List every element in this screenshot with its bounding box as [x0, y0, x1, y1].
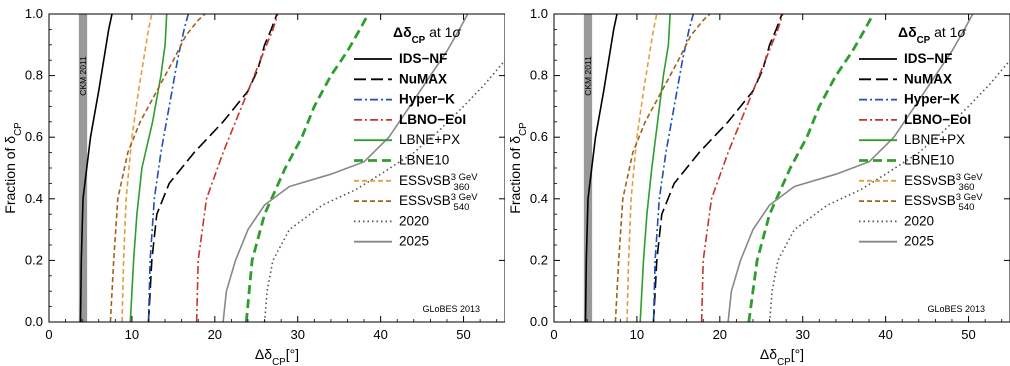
legend-label-2: Hyper−K	[904, 92, 960, 107]
y-tick-label-5: 1.0	[25, 6, 43, 21]
series-line-2	[147, 14, 190, 322]
legend-label-4: LBNE+PX	[399, 132, 460, 147]
legend-label-5: LBNE10	[904, 153, 954, 168]
chart-left-svg: CKM 2011 0 10 20 30 40 50 0.0 0.2 0.4 0.6 0.8 1.0 ΔδC…	[2, 6, 505, 366]
legend-label-9: 2025	[399, 234, 429, 249]
legend-label-3: LBNO−EoI	[904, 112, 971, 127]
y-tick-label-1: 0.2	[25, 252, 43, 267]
series-line-8	[768, 59, 1010, 322]
x-tick-label-5: 50	[961, 327, 975, 342]
legend-title: ΔδCP at 1σ	[898, 24, 966, 46]
y-tick-label-4: 0.8	[25, 68, 43, 83]
y-tick-label-0: 0.0	[25, 314, 43, 329]
x-tick-label-0: 0	[45, 327, 52, 342]
y-axis-label: Fraction of δCP	[507, 122, 529, 214]
series-line-7	[109, 14, 206, 322]
legend-label-0: IDS−NF	[904, 51, 952, 66]
legend-label-8: 2020	[904, 213, 934, 228]
legend-label-2: Hyper−K	[399, 92, 455, 107]
globes-watermark: GLoBES 2013	[927, 304, 985, 314]
y-tick-label-4: 0.8	[530, 68, 548, 83]
series-line-2	[652, 14, 695, 322]
ckm-band	[78, 14, 88, 322]
x-tick-label-1: 10	[125, 327, 139, 342]
x-axis-label: ΔδCP[°]	[255, 346, 299, 366]
x-tick-label-4: 40	[878, 327, 892, 342]
series-line-5	[244, 14, 370, 322]
legend-label-7: ESSνSB3 GeV 540	[904, 192, 983, 214]
series-line-3	[195, 14, 279, 322]
series-line-1	[652, 14, 783, 322]
x-tick-label-5: 50	[456, 327, 470, 342]
x-tick-label-3: 30	[795, 327, 809, 342]
series-group	[584, 14, 1010, 322]
x-tick-label-1: 10	[630, 327, 644, 342]
ckm-band-label: CKM 2011	[78, 56, 88, 96]
x-tick-label-3: 30	[290, 327, 304, 342]
series-line-8	[263, 59, 505, 322]
y-tick-label-5: 1.0	[530, 6, 548, 21]
globes-watermark: GLoBES 2013	[422, 304, 480, 314]
chart-panel-left: CKM 2011 0 10 20 30 40 50 0.0 0.2 0.4 0.6 0.8 1.0 ΔδC…	[2, 6, 505, 366]
y-tick-label-3: 0.6	[25, 129, 43, 144]
legend-label-8: 2020	[399, 213, 429, 228]
series-group	[79, 14, 505, 322]
x-tick-label-0: 0	[550, 327, 557, 342]
legend-label-6: ESSνSB3 GeV 360	[904, 171, 983, 193]
series-line-9	[727, 14, 974, 322]
y-axis-label: Fraction of δCP	[2, 122, 24, 214]
y-tick-label-3: 0.6	[530, 129, 548, 144]
series-line-9	[222, 14, 469, 322]
y-tick-label-2: 0.4	[530, 191, 548, 206]
legend-label-9: 2025	[904, 234, 934, 249]
series-line-7	[614, 14, 711, 322]
chart-panel-right: CKM 2011 0 10 20 30 40 50 0.0 0.2 0.4 0.6 0.8 1.0 ΔδC…	[505, 0, 1010, 366]
series-line-5	[747, 14, 875, 322]
legend-label-6: ESSνSB3 GeV 360	[399, 171, 478, 193]
legend-label-1: NuMAX	[399, 71, 447, 86]
legend-label-7: ESSνSB3 GeV 540	[399, 192, 478, 214]
series-line-0	[79, 14, 113, 322]
series-line-1	[147, 14, 278, 322]
legend-label-0: IDS−NF	[399, 51, 447, 66]
series-line-0	[584, 14, 618, 322]
x-tick-label-4: 40	[373, 327, 387, 342]
series-line-4	[639, 14, 671, 322]
ckm-band-label: CKM 2011	[583, 56, 593, 96]
legend-label-5: LBNE10	[399, 153, 449, 168]
x-axis-label: ΔδCP[°]	[760, 346, 804, 366]
ckm-band	[583, 14, 593, 322]
y-tick-label-2: 0.4	[25, 191, 43, 206]
x-tick-label-2: 20	[208, 327, 222, 342]
chart-right-svg: CKM 2011 0 10 20 30 40 50 0.0 0.2 0.4 0.6 0.8 1.0 ΔδC…	[507, 6, 1010, 366]
legend-label-1: NuMAX	[904, 71, 952, 86]
series-line-6	[121, 14, 153, 322]
series-line-6	[626, 14, 658, 322]
y-tick-label-0: 0.0	[530, 314, 548, 329]
legend-label-3: LBNO−EoI	[399, 112, 466, 127]
legend-label-4: LBNE+PX	[904, 132, 965, 147]
x-tick-label-2: 20	[713, 327, 727, 342]
y-tick-label-1: 0.2	[530, 252, 548, 267]
series-line-4	[129, 14, 168, 322]
series-line-3	[700, 14, 784, 322]
legend-title: ΔδCP at 1σ	[393, 24, 461, 46]
